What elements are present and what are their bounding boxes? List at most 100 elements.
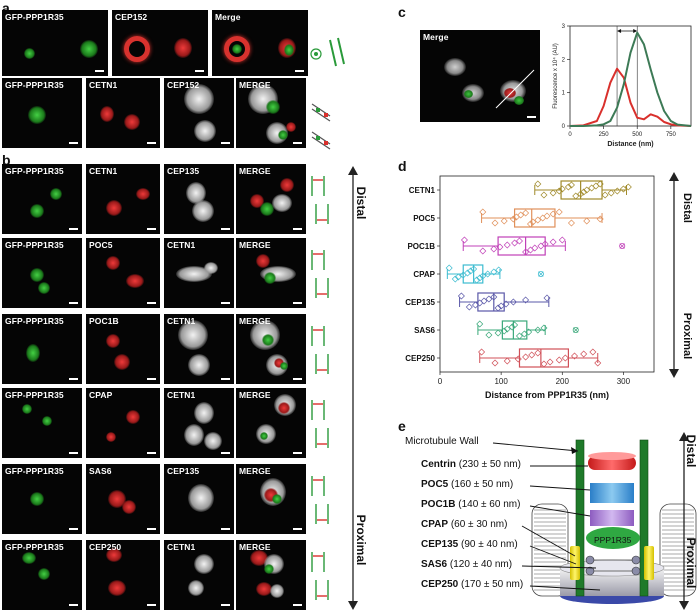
d-point: [555, 208, 563, 216]
panel-b-r6-c3-label: CETN1: [167, 542, 196, 552]
panel-a-r2-merge: MERGE: [236, 78, 306, 148]
d-point: [571, 352, 579, 360]
panel-b-r4-c4: MERGE: [236, 388, 306, 458]
panel-a-r1-green-label: GFP-PPP1R35: [5, 12, 64, 22]
d-point: [485, 295, 493, 303]
d-point: [522, 353, 530, 361]
panel-b-r6-c2: CEP250: [86, 540, 160, 610]
d-xtick: 200: [556, 377, 570, 386]
e-item-poc1b: POC1B (140 ± 60 nm): [421, 499, 520, 510]
c-ytick: 0: [562, 124, 566, 130]
d-point: [561, 354, 569, 362]
panel-a-r2-white: CEP152: [164, 78, 234, 148]
d-point: [490, 268, 498, 276]
e-item-name: POC1B: [421, 499, 456, 510]
panel-b-r1-c2: CETN1: [86, 164, 160, 234]
panel-b-r4-c2: CPAP: [86, 388, 160, 458]
panel-b-r2-c1-label: GFP-PPP1R35: [5, 240, 64, 250]
d-point: [540, 324, 548, 332]
panel-b-r1-c2-label: CETN1: [89, 166, 118, 176]
d-xtick: 0: [438, 377, 443, 386]
panel-a-r2-red: CETN1: [86, 78, 160, 148]
e-item-name: CPAP: [421, 519, 449, 530]
d-point: [577, 190, 585, 198]
d-category-label: CEP135: [405, 298, 435, 307]
d-category-label: CEP250: [405, 354, 435, 363]
d-point: [503, 357, 511, 365]
d-point: [496, 243, 504, 251]
d-point: [534, 326, 542, 334]
d-point: [479, 208, 487, 216]
d-xtick: 300: [617, 377, 631, 386]
e-item-value: (160 ± 50 nm): [451, 479, 514, 490]
d-category-label: SAS6: [414, 326, 435, 335]
d-point: [502, 300, 510, 308]
d-box-sas6: [476, 320, 579, 340]
d-point: [470, 265, 478, 273]
panel-b-schematic-3: [311, 326, 329, 374]
panel-b-r3-c3-label: CETN1: [167, 316, 196, 326]
d-point: [522, 209, 530, 217]
d-point: [596, 215, 604, 223]
panel-b-r5-c1: GFP-PPP1R35: [2, 464, 82, 534]
d-point: [494, 304, 502, 312]
panel-a-r2-merge-label: MERGE: [239, 80, 271, 90]
e-item-cep250: CEP250 (170 ± 50 nm): [421, 579, 523, 590]
d-point: [541, 240, 549, 248]
e-item-name: CEP135: [421, 539, 459, 550]
d-point: [596, 180, 604, 188]
c-series-1: [569, 67, 692, 127]
d-point: [522, 296, 530, 304]
d-point: [607, 189, 615, 197]
panel-b-schematic-4: [311, 400, 329, 448]
d-point: [485, 331, 493, 339]
panel-b-r4-c3-label: CETN1: [167, 390, 196, 400]
panel-b-r5-c2-label: SAS6: [89, 466, 112, 476]
panel-c-image: Merge: [420, 30, 540, 122]
e-item-name: Centrin: [421, 459, 456, 470]
d-box-cep250: [478, 348, 602, 368]
panel-b-schematic-1: [311, 176, 329, 224]
panel-b-r3-c2: POC1B: [86, 314, 160, 384]
panel-b-r5-c2: SAS6: [86, 464, 160, 534]
panel-b-r3-c4-label: MERGE: [239, 316, 271, 326]
panel-b-r6-c4-label: MERGE: [239, 542, 271, 552]
panel-a-r2-green: GFP-PPP1R35: [2, 78, 82, 148]
d-point: [555, 356, 563, 364]
panel-b-proximal: Proximal: [354, 514, 368, 566]
d-point: [494, 329, 502, 337]
panel-c-chart: 0 250 500 750 0 1 2 3 Distance (nm) Fluorescence …: [552, 24, 692, 148]
d-point: [479, 247, 487, 255]
c-xlabel: Distance (nm): [607, 141, 653, 148]
panel-b-r6-c1-label: GFP-PPP1R35: [5, 542, 64, 552]
panel-e-label: e: [398, 418, 406, 434]
panel-b-distal: Distal: [354, 186, 368, 220]
d-point: [515, 237, 523, 245]
d-point: [515, 332, 523, 340]
d-point: [592, 182, 600, 190]
d-outlier: [572, 326, 579, 333]
c-series-2: [570, 31, 692, 127]
panel-e-distal: Distal: [684, 434, 698, 468]
d-point: [511, 239, 519, 247]
d-point: [543, 294, 551, 302]
panel-b-r6-c4: MERGE: [236, 540, 306, 610]
d-point: [491, 219, 499, 227]
panel-b-r1-c4: MERGE: [236, 164, 306, 234]
panel-b-r2-c2: POC5: [86, 238, 160, 308]
d-point: [484, 270, 492, 278]
d-point: [558, 236, 566, 244]
e-item-value: (120 ± 40 nm): [449, 559, 513, 570]
panel-b-r3-c3: CETN1: [164, 314, 234, 384]
panel-b-r1-c3: CEP135: [164, 164, 234, 234]
panel-b-r2-c2-label: POC5: [89, 240, 113, 250]
panel-a-schematics: [310, 37, 345, 150]
d-point: [528, 351, 536, 359]
d-point: [583, 186, 591, 194]
panel-b-r5-c3-label: CEP135: [167, 466, 200, 476]
d-point: [457, 292, 465, 300]
d-point: [624, 183, 632, 191]
c-xtick: 250: [599, 132, 610, 138]
d-category-label: POC5: [413, 214, 435, 223]
d-point: [613, 187, 621, 195]
